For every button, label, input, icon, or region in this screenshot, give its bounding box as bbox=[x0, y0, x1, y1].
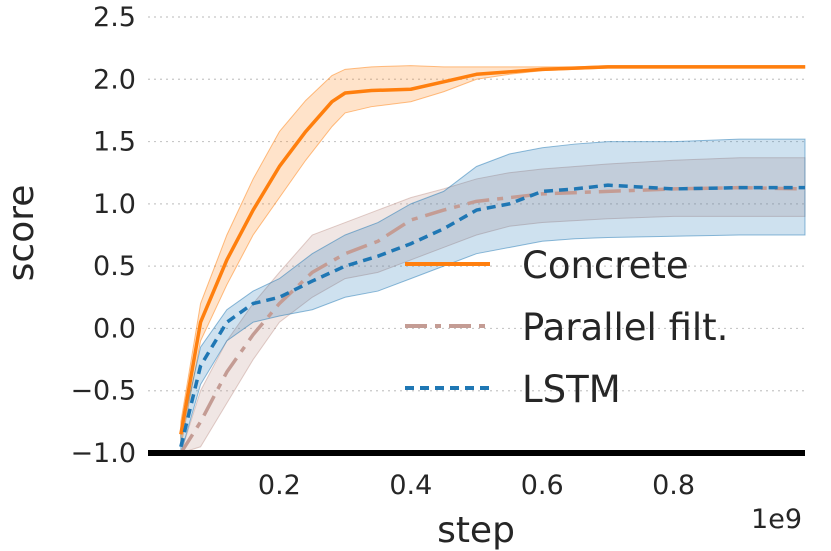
legend-label: LSTM bbox=[522, 368, 621, 411]
x-tick-label: 0.8 bbox=[652, 470, 695, 501]
x-tick-label: 0.4 bbox=[389, 470, 432, 501]
x-axis-offset-label: 1e9 bbox=[751, 504, 802, 535]
legend: Concrete Parallel filt. LSTM bbox=[405, 244, 728, 411]
series-lines bbox=[179, 65, 806, 454]
y-tick-label: −0.5 bbox=[70, 376, 136, 407]
y-tick-label: 0.0 bbox=[93, 313, 136, 344]
x-axis-title: step bbox=[437, 510, 515, 551]
band-lstm bbox=[180, 138, 806, 454]
y-tick-label: 0.5 bbox=[93, 251, 136, 282]
band-concrete bbox=[180, 65, 806, 447]
x-tick-label: 0.2 bbox=[258, 470, 301, 501]
y-tick-label: −1.0 bbox=[70, 438, 136, 469]
series-line-concrete bbox=[179, 65, 805, 435]
y-tick-label: 1.5 bbox=[93, 127, 136, 158]
series-line-lstm bbox=[179, 183, 805, 448]
legend-label: Parallel filt. bbox=[522, 306, 728, 349]
series-line-parallel-filt bbox=[179, 185, 806, 454]
legend-label: Concrete bbox=[522, 244, 689, 287]
y-tick-label: 1.0 bbox=[93, 189, 136, 220]
y-tick-label: 2.5 bbox=[93, 2, 136, 33]
y-axis-title: score bbox=[1, 185, 42, 282]
y-axis: −1.0 −0.5 0.0 0.5 1.0 1.5 2.0 2.5 bbox=[70, 2, 136, 469]
x-axis: 0.2 0.4 0.6 0.8 bbox=[148, 450, 805, 501]
confidence-bands bbox=[180, 65, 806, 454]
y-tick-label: 2.0 bbox=[93, 64, 136, 95]
x-tick-label: 0.6 bbox=[521, 470, 564, 501]
